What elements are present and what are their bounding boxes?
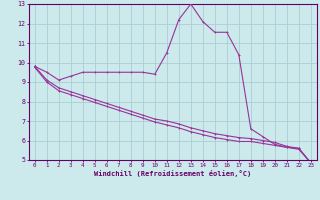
X-axis label: Windchill (Refroidissement éolien,°C): Windchill (Refroidissement éolien,°C)	[94, 170, 252, 177]
